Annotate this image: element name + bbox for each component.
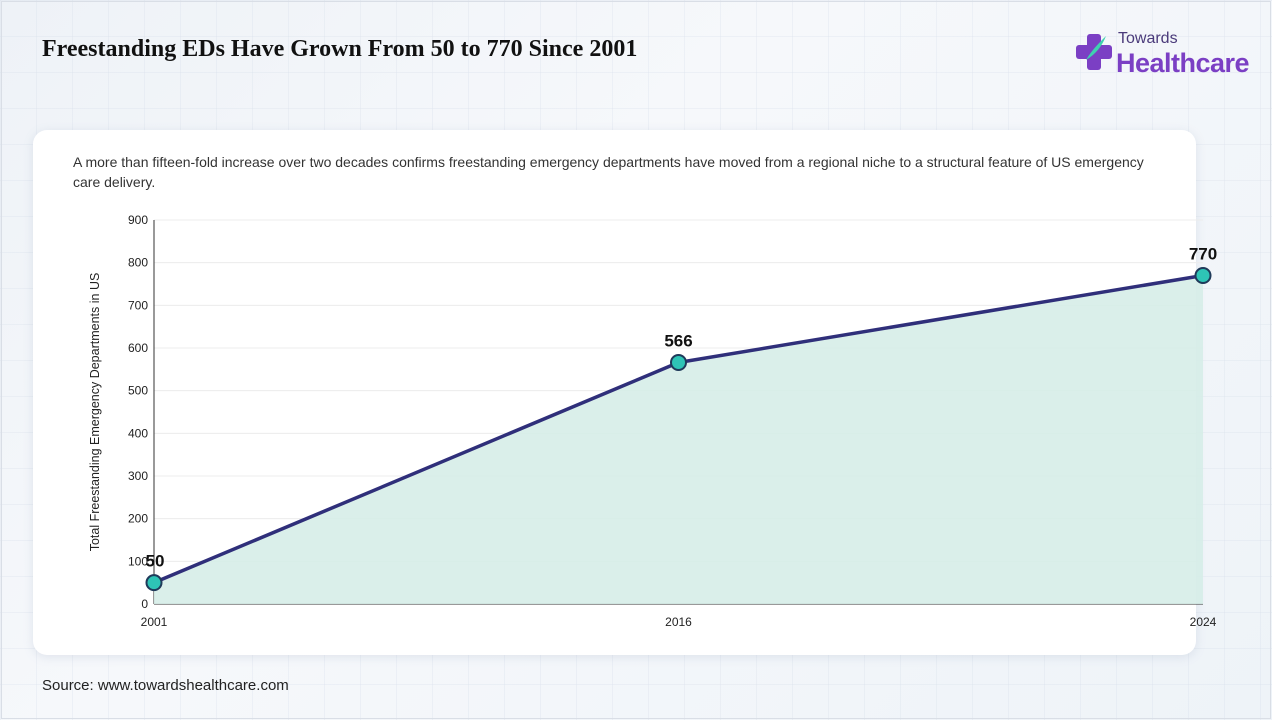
page-title: Freestanding EDs Have Grown From 50 to 7… (42, 36, 638, 62)
y-axis-label: Total Freestanding Emergency Departments… (88, 273, 102, 552)
data-point-marker (145, 574, 163, 592)
data-label: 566 (664, 332, 692, 351)
chart-subtitle: A more than fifteen-fold increase over t… (73, 154, 1144, 190)
y-tick-label: 300 (128, 469, 148, 483)
y-tick-label: 800 (128, 256, 148, 270)
y-tick-label: 500 (128, 384, 148, 398)
y-tick-label: 400 (128, 426, 148, 440)
data-point-marker (670, 354, 687, 372)
x-tick-label: 2001 (141, 615, 168, 629)
data-label: 770 (1189, 244, 1217, 263)
y-tick-label: 600 (128, 341, 148, 355)
y-tick-label: 0 (141, 597, 148, 611)
data-point-marker (1194, 266, 1212, 284)
x-tick-label: 2024 (1190, 615, 1217, 629)
source-note: Source: www.towardshealthcare.com (42, 677, 289, 694)
y-tick-label: 100 (128, 554, 148, 568)
x-tick-label: 2016 (665, 615, 692, 629)
logo-text-healthcare: Healthcare (1116, 48, 1250, 78)
y-tick-label: 900 (128, 213, 148, 227)
series-area (154, 275, 1203, 604)
logo-text-towards: Towards (1118, 30, 1178, 47)
y-tick-label: 700 (128, 298, 148, 312)
brand-logo: Towards Healthcare (1072, 30, 1252, 82)
data-label: 50 (146, 552, 165, 571)
medical-cross-icon (1076, 34, 1112, 70)
y-tick-label: 200 (128, 512, 148, 526)
